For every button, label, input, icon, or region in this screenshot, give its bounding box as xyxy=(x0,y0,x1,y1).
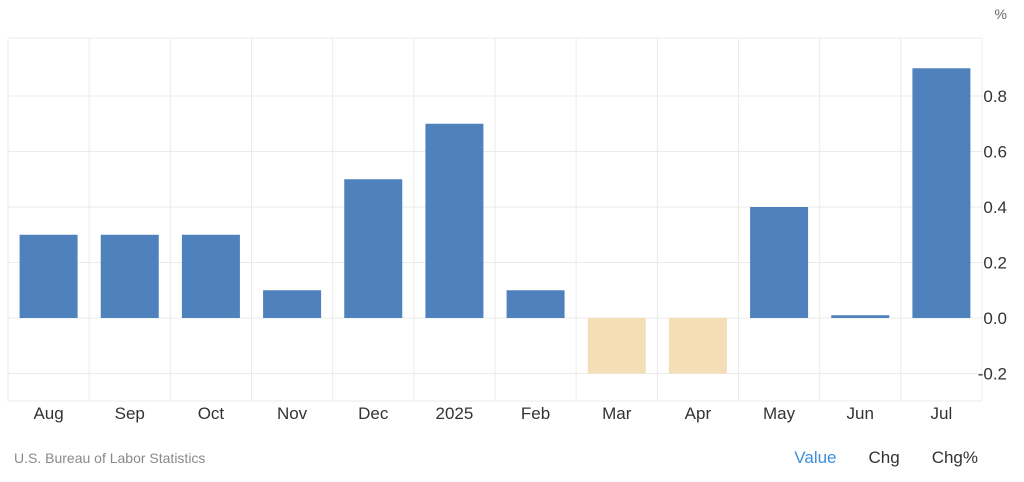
bar-jun xyxy=(831,315,890,318)
x-tick-label: May xyxy=(763,404,796,423)
bar-oct xyxy=(181,234,240,318)
bar-mar xyxy=(587,318,646,374)
bar-aug xyxy=(19,234,78,318)
x-tick-label: Mar xyxy=(602,404,632,423)
y-tick-label: 0.0 xyxy=(983,309,1007,328)
y-tick-label: -0.2 xyxy=(978,365,1007,384)
x-tick-label: Dec xyxy=(358,404,389,423)
y-axis-labels: 0.8 0.6 0.4 0.2 0.0 -0.2 xyxy=(978,87,1007,384)
bar-chart: Aug Sep Oct Nov Dec 2025 Feb Mar Apr May Jun Jul 0.… xyxy=(7,6,1007,423)
x-tick-label: 2025 xyxy=(436,404,474,423)
y-tick-label: 0.2 xyxy=(983,254,1007,273)
y-tick-label: 0.6 xyxy=(983,143,1007,162)
x-tick-label: Aug xyxy=(33,404,63,423)
x-tick-label: Jun xyxy=(847,404,874,423)
bar-2025 xyxy=(425,123,484,318)
x-tick-label: Feb xyxy=(521,404,550,423)
x-tick-label: Apr xyxy=(685,404,712,423)
bar-dec xyxy=(344,179,403,318)
bar-sep xyxy=(100,234,159,318)
x-tick-label: Oct xyxy=(198,404,225,423)
tab-chg-percent[interactable]: Chg% xyxy=(931,448,978,467)
bar-feb xyxy=(506,290,565,318)
x-tick-label: Jul xyxy=(931,404,953,423)
bars xyxy=(19,68,971,374)
view-tabs: Value Chg Chg% xyxy=(794,448,978,468)
x-tick-label: Nov xyxy=(277,404,308,423)
tab-chg[interactable]: Chg xyxy=(868,448,900,467)
y-axis-unit: % xyxy=(995,6,1007,22)
x-axis-labels: Aug Sep Oct Nov Dec 2025 Feb Mar Apr May Jun Jul xyxy=(33,404,952,423)
grid-lines xyxy=(7,37,983,402)
tab-value[interactable]: Value xyxy=(794,448,837,467)
bar-apr xyxy=(668,318,727,374)
bar-may xyxy=(750,207,809,318)
bar-jul xyxy=(912,68,971,318)
y-tick-label: 0.8 xyxy=(983,87,1007,106)
source-label: U.S. Bureau of Labor Statistics xyxy=(14,450,206,466)
y-tick-label: 0.4 xyxy=(983,198,1007,217)
x-tick-label: Sep xyxy=(115,404,145,423)
bar-nov xyxy=(263,290,322,318)
